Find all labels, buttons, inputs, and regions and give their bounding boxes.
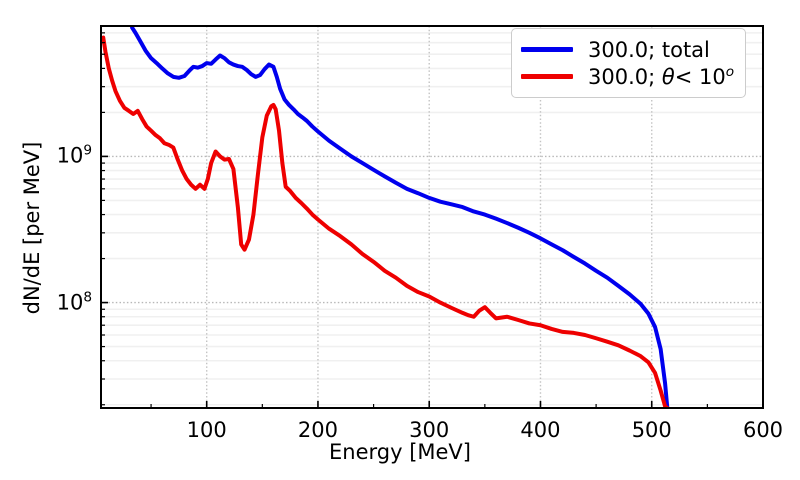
x-tick-label: 600 xyxy=(742,418,784,442)
legend-label-theta: 300.0; θ< 10o xyxy=(588,65,734,89)
x-tick-label: 200 xyxy=(297,418,338,442)
legend-label-theta-exp: o xyxy=(725,63,735,80)
series-line-theta xyxy=(101,35,670,408)
legend-item-theta[interactable]: 300.0; θ< 10o xyxy=(521,63,734,90)
legend-box[interactable]: 300.0; total 300.0; θ< 10o xyxy=(511,28,747,98)
x-tick-label: 500 xyxy=(631,418,672,442)
x-tick-label: 300 xyxy=(409,418,450,442)
y-tick-label: 108 xyxy=(56,289,92,315)
legend-label-theta-symbol: θ xyxy=(661,64,675,89)
series-line-total xyxy=(130,26,670,408)
y-axis-label: dN/dE [per MeV] xyxy=(20,141,44,315)
data-series-group xyxy=(101,26,670,408)
axes-spines xyxy=(100,25,764,409)
x-tick-label: 400 xyxy=(520,418,561,442)
legend-label-total: 300.0; total xyxy=(588,37,710,62)
y-tick-label: 109 xyxy=(56,142,92,168)
legend-swatch-theta xyxy=(521,74,573,79)
x-axis-label: Energy [MeV] xyxy=(329,440,471,464)
legend-swatch-total xyxy=(521,47,573,52)
legend-label-theta-prefix: 300.0; xyxy=(588,64,662,89)
legend-label-theta-rel: < 10 xyxy=(674,64,726,89)
x-tick-label: 100 xyxy=(186,418,227,442)
legend-item-total[interactable]: 300.0; total xyxy=(521,36,734,63)
